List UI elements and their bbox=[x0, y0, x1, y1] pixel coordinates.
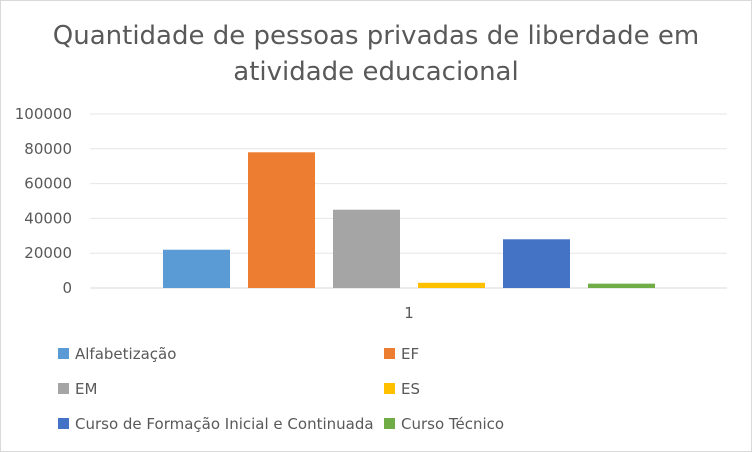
legend-label: Alfabetização bbox=[75, 345, 176, 363]
bar bbox=[163, 249, 230, 288]
legend-swatch bbox=[58, 383, 69, 394]
legend-swatch bbox=[384, 348, 395, 359]
legend-swatch bbox=[384, 418, 395, 429]
legend-label: EM bbox=[75, 380, 97, 398]
bar bbox=[333, 209, 400, 288]
bar bbox=[588, 283, 655, 288]
legend-label: Curso de Formação Inicial e Continuada bbox=[75, 415, 374, 433]
y-tick-label: 20000 bbox=[24, 244, 72, 262]
chart-title: Quantidade de pessoas privadas de liberd… bbox=[52, 21, 700, 87]
legend-label: EF bbox=[401, 345, 419, 363]
bar bbox=[248, 152, 315, 288]
legend-label: Curso Técnico bbox=[401, 415, 504, 433]
y-tick-label: 80000 bbox=[24, 140, 72, 158]
legend-swatch bbox=[58, 418, 69, 429]
y-tick-label: 40000 bbox=[24, 209, 72, 227]
bar bbox=[418, 282, 485, 288]
legend-swatch bbox=[58, 348, 69, 359]
y-tick-label: 60000 bbox=[24, 175, 72, 193]
x-tick-label: 1 bbox=[404, 304, 414, 322]
y-tick-label: 100000 bbox=[15, 105, 72, 123]
legend-label: ES bbox=[401, 380, 420, 398]
bar bbox=[503, 239, 570, 288]
y-tick-label: 0 bbox=[62, 279, 72, 297]
legend-swatch bbox=[384, 383, 395, 394]
